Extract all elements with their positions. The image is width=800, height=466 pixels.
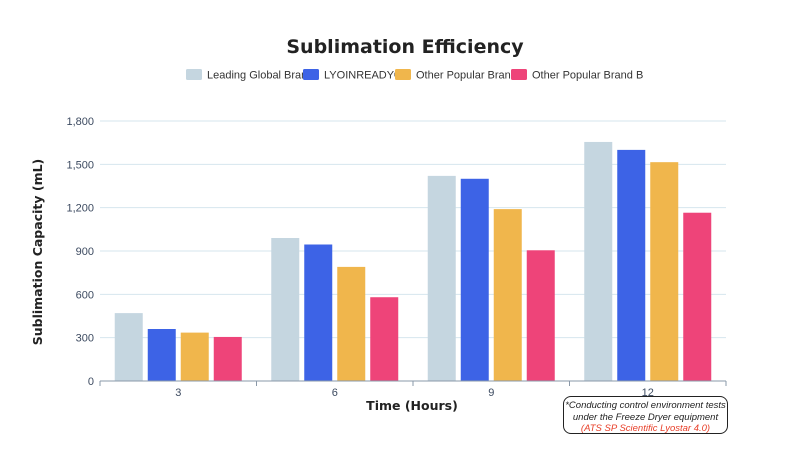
bar [271,238,300,381]
y-tick-label: 1,500 [66,159,94,171]
chart-title: Sublimation Efficiency [286,36,524,58]
bar [180,332,209,381]
test-conditions-note: *Conducting control environment tests un… [563,396,728,434]
y-axis-ticks: 0 300 600 900 1,200 1,500 1,800 [66,116,94,388]
legend-swatch [511,69,527,80]
bar [460,178,489,381]
legend-item: Other Popular Brand B [511,69,643,82]
legend-label: Other Popular Brand B [532,70,643,82]
legend-swatch [395,69,411,80]
note-equipment: (ATS SP Scientific Lyostar 4.0) [580,423,711,434]
x-tick-label: 3 [175,387,181,399]
legend-label: LYOINREADY® [324,70,402,82]
bar [650,162,679,381]
note-line-1: *Conducting control environment tests [565,400,726,411]
legend-label: Leading Global Brand [207,70,313,82]
bar [147,329,176,381]
x-axis-title: Time (Hours) [366,398,458,413]
bar [617,149,646,381]
bar [526,250,555,381]
bars [114,141,712,381]
bar [370,297,399,381]
y-tick-label: 900 [76,246,94,258]
note-line-2: under the Freeze Dryer equipment [572,411,719,423]
bar [427,175,456,381]
y-tick-label: 300 [76,333,94,345]
legend-label: Other Popular Brand A [416,70,527,82]
x-tick-label: 9 [488,387,494,399]
y-axis-title: Sublimation Capacity (mL) [30,159,45,346]
bar [337,266,366,381]
bar [683,212,712,381]
bar [213,336,242,381]
bar [304,244,333,381]
legend-swatch [303,69,319,80]
legend: Leading Global Brand LYOINREADY® Other Pop… [186,69,643,82]
y-tick-label: 1,200 [66,203,94,215]
bar [114,313,143,381]
y-tick-label: 0 [88,376,94,388]
legend-swatch [186,69,202,80]
y-tick-label: 1,800 [66,116,94,128]
bar [493,209,522,381]
legend-item: LYOINREADY® [303,69,402,82]
y-tick-label: 600 [76,289,94,301]
x-tick-label: 6 [332,387,338,399]
legend-item: Other Popular Brand A [395,69,527,82]
legend-item: Leading Global Brand [186,69,313,82]
bar [584,141,613,381]
